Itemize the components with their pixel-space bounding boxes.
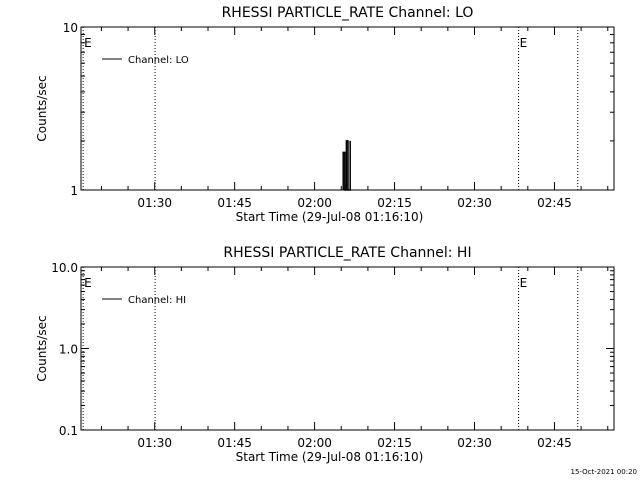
chart-1-y-tick-label: 10.0 bbox=[51, 261, 78, 275]
chart-1-event-marker: E bbox=[520, 276, 528, 290]
chart-1-y-tick-label: 0.1 bbox=[59, 424, 78, 438]
chart-0-x-tick-label: 02:45 bbox=[537, 196, 572, 210]
chart-0-x-tick-label: 01:45 bbox=[217, 196, 252, 210]
chart-1-title: RHESSI PARTICLE_RATE Channel: HI bbox=[223, 245, 471, 261]
chart-0-x-tick-label: 02:15 bbox=[377, 196, 412, 210]
chart-1-x-tick-label: 02:45 bbox=[537, 436, 572, 450]
chart-1-x-tick-label: 02:30 bbox=[457, 436, 492, 450]
chart-0-y-tick-label: 1 bbox=[70, 184, 78, 198]
chart-0-series-line-0 bbox=[342, 140, 351, 191]
hi-channel-panel: RHESSI PARTICLE_RATE Channel: HI 01:30 01:… bbox=[35, 245, 615, 464]
chart-1-x-tick-label: 01:30 bbox=[137, 436, 172, 450]
footer-timestamp: 15-Oct-2021 00:20 bbox=[571, 468, 637, 476]
chart-0-x-tick-label: 02:00 bbox=[297, 196, 332, 210]
chart-0-event-marker: E bbox=[520, 36, 528, 50]
chart-0-y-axis-label: Counts/sec bbox=[35, 75, 49, 141]
chart-1-x-tick-label: 01:45 bbox=[217, 436, 252, 450]
chart-0-x-tick-label: 01:30 bbox=[137, 196, 172, 210]
chart-1-x-tick-label: 02:00 bbox=[297, 436, 332, 450]
chart-0-legend-label: Channel: LO bbox=[128, 55, 189, 66]
chart-1-x-axis-label: Start Time (29-Jul-08 01:16:10) bbox=[236, 450, 424, 464]
chart-1-x-tick-label: 02:15 bbox=[377, 436, 412, 450]
chart-0-y-tick-label: 10 bbox=[63, 21, 78, 35]
lo-channel-panel: RHESSI PARTICLE_RATE Channel: LO 01:30 01:… bbox=[35, 5, 615, 224]
chart-1-y-tick-label: 1.0 bbox=[59, 343, 78, 357]
chart-1-event-marker: E bbox=[84, 276, 92, 290]
chart-0-x-tick-label: 02:30 bbox=[457, 196, 492, 210]
chart-0-x-axis-label: Start Time (29-Jul-08 01:16:10) bbox=[236, 210, 424, 224]
chart-0-title: RHESSI PARTICLE_RATE Channel: LO bbox=[222, 5, 474, 21]
chart-0-event-marker: E bbox=[84, 36, 92, 50]
chart-1-y-axis-label: Counts/sec bbox=[35, 315, 49, 381]
chart-1-legend-label: Channel: HI bbox=[128, 295, 186, 306]
